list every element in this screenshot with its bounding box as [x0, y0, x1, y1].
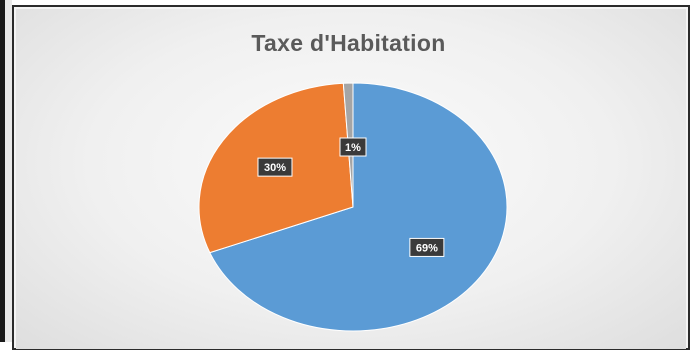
- window-gap: [5, 0, 12, 342]
- pie-slice: [209, 82, 508, 332]
- data-label: 30%: [257, 157, 293, 177]
- data-label-text: 30%: [264, 162, 286, 174]
- data-label-box: [257, 157, 293, 177]
- chart-title: Taxe d'Habitation: [251, 30, 446, 56]
- window-edge: [0, 0, 5, 342]
- data-label: 1%: [339, 137, 367, 157]
- data-label-text: 1%: [345, 142, 361, 154]
- data-label: 69%: [409, 237, 445, 257]
- data-label-box: [409, 237, 445, 257]
- data-label-box: [339, 137, 367, 157]
- pie-chart: 69% 30% 1%: [198, 82, 508, 332]
- data-label-text: 69%: [416, 242, 438, 254]
